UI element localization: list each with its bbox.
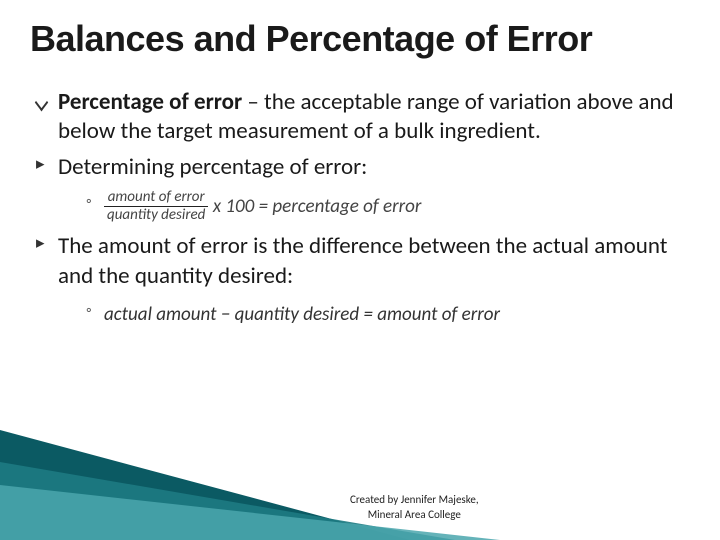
determining-text: Determining percentage of error: (58, 153, 367, 181)
bullet-determining: Determining percentage of error: amount … (34, 153, 690, 224)
fraction-denominator: quantity desired (104, 207, 208, 224)
credit-line-1: Created by Jennifer Majeske, (350, 493, 479, 507)
slide: Balances and Percentage of Error Percent… (0, 0, 720, 540)
credit-block: Created by Jennifer Majeske, Mineral Are… (350, 493, 479, 522)
term-percentage-of-error: Percentage of error (58, 88, 242, 116)
credit-line-2: Mineral Area College (350, 508, 479, 522)
eq-actual-amount: actual amount (104, 303, 217, 326)
body-list: Percentage of error – the acceptable ran… (30, 88, 690, 330)
fraction-numerator: amount of error (104, 189, 208, 207)
bullet-percentage-of-error: Percentage of error – the acceptable ran… (34, 88, 690, 147)
eq-equals-amount: = amount of error (359, 303, 500, 326)
slide-title: Balances and Percentage of Error (30, 18, 690, 60)
sub-list-formula2: actual amount − quantity desired = amoun… (58, 299, 690, 330)
fraction: amount of error quantity desired (104, 189, 208, 223)
bullet-amount-of-error: The amount of error is the difference be… (34, 232, 690, 329)
eq-minus: − (217, 303, 235, 326)
formula-suffix: x 100 = percentage of error (213, 195, 421, 218)
formula-amount-of-error: actual amount − quantity desired = amoun… (86, 299, 690, 330)
formula-percentage: amount of error quantity desired x 100 =… (86, 190, 690, 224)
eq-quantity-desired: quantity desired (235, 303, 360, 326)
amount-of-error-text: The amount of error is the difference be… (58, 232, 667, 289)
sub-list-formula1: amount of error quantity desired x 100 =… (58, 190, 690, 224)
